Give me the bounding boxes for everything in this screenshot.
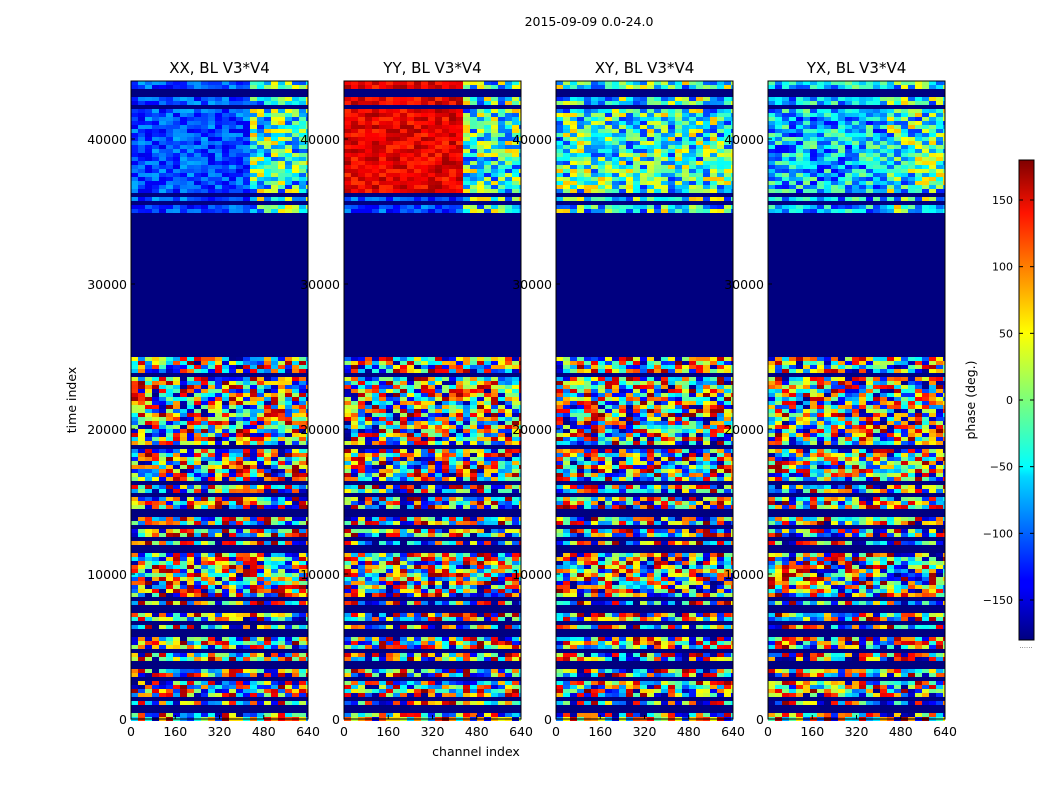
y-tick-label: 20000 — [724, 422, 764, 437]
x-tick-label: 320 — [633, 724, 657, 739]
y-tick-label: 0 — [544, 712, 552, 727]
colorbar-tick-label: −100 — [983, 527, 1013, 540]
x-tick-label: 320 — [208, 724, 232, 739]
heatmap-panel: XY, BL V3*V4 0 160 320 480 640 0 10000 20000 3000… — [512, 59, 745, 739]
panel-title: XX, BL V3*V4 — [169, 59, 270, 77]
colorbar-tick-label: 100 — [992, 261, 1013, 274]
y-tick-label: 10000 — [87, 567, 127, 582]
y-tick-label: 10000 — [512, 567, 552, 582]
x-tick-label: 160 — [376, 724, 400, 739]
x-tick-label: 480 — [252, 724, 276, 739]
panel-title: YY, BL V3*V4 — [382, 59, 481, 77]
y-tick-label: 40000 — [300, 132, 340, 147]
heatmap-panels: XX, BL V3*V4 0 160 320 480 640 0 10000 20000 3000… — [87, 59, 957, 739]
x-tick-label: 640 — [296, 724, 320, 739]
y-tick-label: 20000 — [512, 422, 552, 437]
heatmap-cells — [344, 81, 521, 721]
x-tick-label: 320 — [421, 724, 445, 739]
x-tick-label: 0 — [340, 724, 348, 739]
heatmap-panel: XX, BL V3*V4 0 160 320 480 640 0 10000 20000 3000… — [87, 59, 320, 739]
heatmap-cells — [768, 81, 945, 721]
colorbar-tick-label: 0 — [1006, 394, 1013, 407]
x-tick-label: 480 — [889, 724, 913, 739]
heatmap-panel: YX, BL V3*V4 0 160 320 480 640 0 10000 20000 3000… — [724, 59, 957, 739]
colorbar-footnote: ...... — [1019, 642, 1032, 650]
heatmap-panel: YY, BL V3*V4 0 160 320 480 640 0 10000 20000 3000… — [300, 59, 533, 739]
figure-suptitle: 2015-09-09 0.0-24.0 — [525, 14, 654, 29]
colorbar-ticks: −150 −100 −50 0 50 100 150 — [983, 194, 1034, 607]
x-tick-label: 640 — [721, 724, 745, 739]
x-tick-label: 480 — [465, 724, 489, 739]
heatmap-cells — [131, 81, 308, 721]
panel-title: YX, BL V3*V4 — [806, 59, 907, 77]
x-tick-label: 640 — [933, 724, 957, 739]
y-tick-label: 0 — [756, 712, 764, 727]
y-tick-label: 0 — [119, 712, 127, 727]
y-tick-label: 30000 — [512, 277, 552, 292]
y-axis-label: time index — [64, 367, 79, 433]
y-tick-label: 40000 — [512, 132, 552, 147]
x-axis-label: channel index — [432, 744, 520, 759]
x-tick-label: 160 — [588, 724, 612, 739]
x-tick-label: 0 — [127, 724, 135, 739]
colorbar-tick-label: 50 — [999, 327, 1013, 340]
y-tick-label: 10000 — [300, 567, 340, 582]
colorbar-label: phase (deg.) — [963, 361, 978, 440]
colorbar-tick-label: 150 — [992, 194, 1013, 207]
y-tick-label: 20000 — [87, 422, 127, 437]
heatmap-cells — [556, 81, 733, 721]
x-tick-label: 320 — [845, 724, 869, 739]
x-tick-label: 640 — [509, 724, 533, 739]
y-tick-label: 40000 — [87, 132, 127, 147]
x-tick-label: 160 — [163, 724, 187, 739]
y-tick-label: 0 — [332, 712, 340, 727]
x-tick-label: 480 — [677, 724, 701, 739]
y-tick-label: 40000 — [724, 132, 764, 147]
colorbar: −150 −100 −50 0 50 100 150 phase (deg.) ...... — [963, 159, 1035, 650]
x-tick-label: 0 — [764, 724, 772, 739]
panel-title: XY, BL V3*V4 — [595, 59, 695, 77]
y-tick-label: 30000 — [724, 277, 764, 292]
x-tick-label: 0 — [552, 724, 560, 739]
y-tick-label: 20000 — [300, 422, 340, 437]
colorbar-tick-label: −50 — [990, 461, 1013, 474]
colorbar-tick-label: −150 — [983, 594, 1013, 607]
y-tick-label: 30000 — [300, 277, 340, 292]
y-tick-label: 10000 — [724, 567, 764, 582]
x-tick-label: 160 — [800, 724, 824, 739]
y-tick-label: 30000 — [87, 277, 127, 292]
